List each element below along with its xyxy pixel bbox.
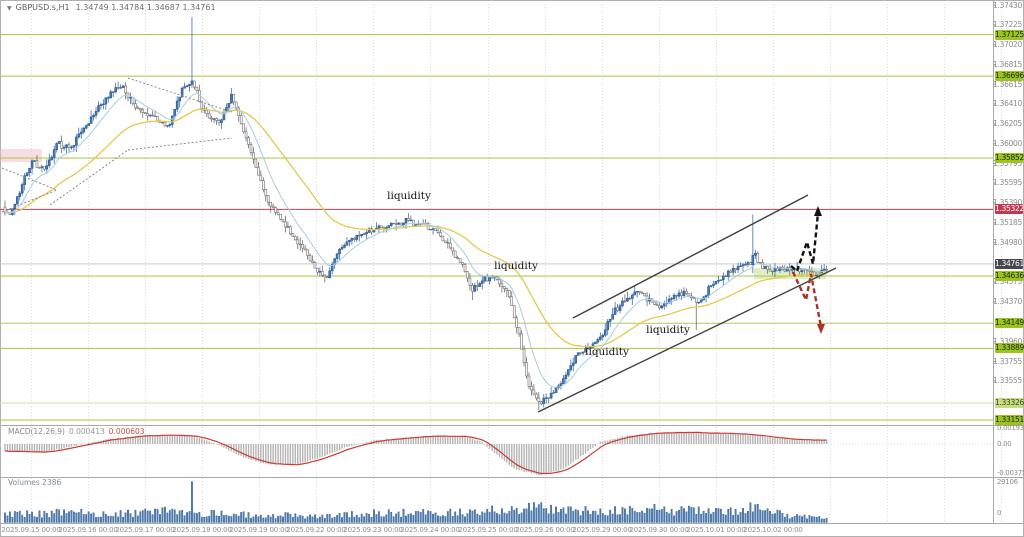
projection-arrow[interactable] [791, 271, 823, 328]
price-axis-label: 1.37430 [993, 0, 1022, 10]
macd-name: MACD(12,26,9) [8, 427, 65, 436]
time-axis-label: 2025.09.26 00:00 [515, 526, 575, 534]
time-axis-label: 2025.09.29 00:00 [572, 526, 632, 534]
moving-average-line[interactable] [4, 92, 827, 388]
time-axis-label: 2025.09.24 00:00 [400, 526, 460, 534]
volume-histogram [4, 481, 828, 523]
price-axis-label: 1.34980 [993, 238, 1022, 248]
macd-signal-value: 0.000603 [108, 427, 145, 436]
chart-title: ▼ GBPUSD.s,H1 1.34749 1.34784 1.34687 1.34… [7, 3, 216, 12]
level-price-tag: 1.35322 [995, 204, 1024, 215]
time-axis-label: 2025.09.17 00:00 [115, 526, 175, 534]
trendline-dotted[interactable] [1, 167, 58, 191]
price-axis-label: 1.35390 [993, 198, 1022, 208]
indicator-scale-label: -0.003752 [997, 469, 1024, 477]
price-axis-label: 1.36410 [993, 99, 1022, 109]
indicator-scale-label: 0.001931 [997, 424, 1024, 432]
time-axis-label: 2025.09.25 00:00 [458, 526, 518, 534]
moving-average-line[interactable] [5, 108, 827, 348]
level-price-tag: 1.33889 [995, 343, 1024, 354]
symbol-timeframe-label: GBPUSD.s,H1 [15, 3, 70, 12]
liquidity-label[interactable]: liquidity [494, 260, 538, 272]
candles [3, 17, 828, 410]
current-price-tag: 1.34761 [995, 258, 1024, 269]
level-price-tag: 1.34149 [995, 318, 1024, 329]
time-axis-label: 2025.09.15 00:00 [1, 526, 61, 534]
price-axis-label: 1.33555 [993, 376, 1022, 386]
price-axis-label: 1.35595 [993, 178, 1022, 188]
level-price-tag: 1.33326 [995, 398, 1024, 409]
time-axis-label: 2025.10.01 00:00 [686, 526, 746, 534]
price-axis-label: 1.34575 [993, 277, 1022, 287]
macd-histogram [4, 431, 828, 476]
channel-trendline[interactable] [572, 194, 809, 319]
trendline-dotted[interactable] [1, 189, 58, 213]
price-axis-label: 1.36615 [993, 79, 1022, 89]
price-axis-label: 1.33960 [993, 337, 1022, 347]
macd-signal-line [4, 431, 827, 475]
time-axis-label: 2025.09.23 00:00 [343, 526, 403, 534]
time-axis-label: 2025.09.22 00:00 [286, 526, 346, 534]
level-price-tag: 1.34636 [995, 271, 1024, 282]
arrow-head [817, 324, 825, 334]
liquidity-label[interactable]: liquidity [387, 190, 431, 202]
ohlc-values: 1.34749 1.34784 1.34687 1.34761 [75, 3, 216, 12]
price-axis-label: 1.36815 [993, 60, 1022, 70]
time-axis-label: 2025.10.02 00:00 [743, 526, 803, 534]
time-axis-label: 2025.09.16 00:00 [58, 526, 118, 534]
liquidity-label[interactable]: liquidity [585, 346, 629, 358]
price-axis-label: 1.37225 [993, 20, 1022, 30]
indicator-scale-label: 0 [997, 509, 1002, 517]
level-price-tag: 1.36696 [995, 71, 1024, 82]
macd-indicator-label: MACD(12,26,9) 0.000413 0.000603 [8, 427, 145, 436]
indicator-scale-label: 29106 [997, 478, 1018, 486]
price-zone[interactable] [0, 149, 42, 162]
time-axis-label: 2025.09.30 00:00 [629, 526, 689, 534]
volume-indicator-label: Volumes 2386 [8, 478, 62, 487]
indicator-scale-label: 0.00 [997, 440, 1012, 448]
price-axis-label: 1.35185 [993, 218, 1022, 228]
liquidity-label[interactable]: liquidity [646, 324, 690, 336]
projection-arrow[interactable] [790, 212, 820, 274]
level-price-tag: 1.33151 [995, 415, 1024, 426]
arrow-head [814, 206, 822, 216]
price-axis-label: 1.34370 [993, 297, 1022, 307]
trendline-dotted[interactable] [127, 137, 233, 151]
level-price-tag: 1.37125 [995, 29, 1024, 40]
price-axis-label: 1.36205 [993, 119, 1022, 129]
price-axis-label: 1.37020 [993, 40, 1022, 50]
time-axis-label: 2025.09.18 00:00 [172, 526, 232, 534]
time-axis-label: 2025.09.19 00:00 [229, 526, 289, 534]
macd-main-value: 0.000413 [68, 427, 105, 436]
channel-trendline[interactable] [537, 267, 837, 413]
level-price-tag: 1.35852 [995, 153, 1024, 164]
price-axis-label: 1.33755 [993, 356, 1022, 366]
price-axis-label: 1.36000 [993, 139, 1022, 149]
symbol-dropdown-icon[interactable]: ▼ [7, 5, 12, 12]
price-axis-label: 1.35795 [993, 159, 1022, 169]
